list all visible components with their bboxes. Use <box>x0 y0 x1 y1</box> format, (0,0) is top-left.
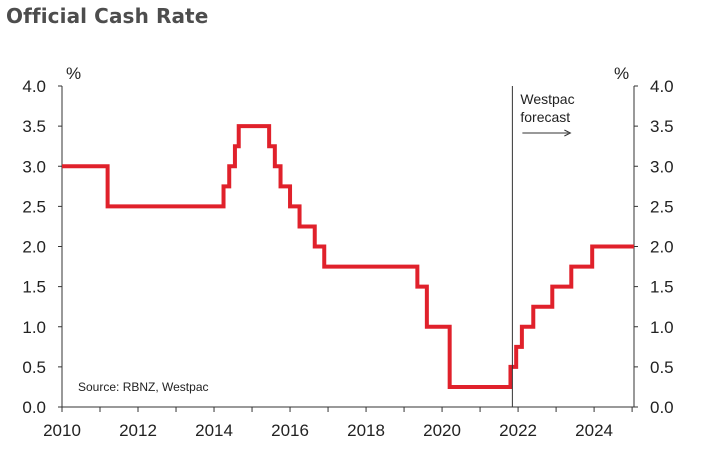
left-y-tick-label: 3.0 <box>22 157 46 176</box>
right-y-tick-label: 1.0 <box>650 318 674 337</box>
left-y-tick-label: 3.5 <box>22 117 46 136</box>
annotations: Westpac forecast Source: RBNZ, Westpac <box>78 86 575 407</box>
right-y-tick-label: 2.5 <box>650 197 674 216</box>
chart-title: Official Cash Rate <box>6 4 209 28</box>
left-y-tick-label: 1.5 <box>22 278 46 297</box>
source-note: Source: RBNZ, Westpac <box>78 380 209 394</box>
forecast-arrow-head <box>564 129 572 137</box>
x-tick-label: 2018 <box>347 421 385 440</box>
left-y-tick-label: 0.0 <box>22 398 46 417</box>
right-y-tick-label: 2.0 <box>650 238 674 257</box>
x-tick-label: 2012 <box>119 421 157 440</box>
left-y-tick-label: 0.5 <box>22 358 46 377</box>
left-unit-label: % <box>66 64 81 83</box>
right-y-tick-label: 1.5 <box>650 278 674 297</box>
x-tick-label: 2016 <box>271 421 309 440</box>
x-tick-label: 2020 <box>423 421 461 440</box>
forecast-label-line2: forecast <box>520 109 570 125</box>
right-y-tick-label: 0.0 <box>650 398 674 417</box>
right-y-tick-label: 3.0 <box>650 157 674 176</box>
series <box>62 124 634 389</box>
x-tick-label: 2022 <box>499 421 537 440</box>
left-y-tick-label: 2.0 <box>22 238 46 257</box>
x-tick-label: 2010 <box>43 421 81 440</box>
right-unit-label: % <box>614 64 629 83</box>
x-tick-label: 2014 <box>195 421 233 440</box>
left-y-tick-label: 1.0 <box>22 318 46 337</box>
left-y-tick-label: 4.0 <box>22 77 46 96</box>
ticks: 0.0 0.0 0.5 0.5 1.0 1.0 1.5 1.5 2.0 2.0 2.5 2.5 3.0 3… <box>22 64 673 440</box>
right-y-tick-label: 4.0 <box>650 77 674 96</box>
left-y-tick-label: 2.5 <box>22 197 46 216</box>
right-y-tick-label: 0.5 <box>650 358 674 377</box>
forecast-label-line1: Westpac <box>520 91 574 107</box>
axes <box>61 86 635 408</box>
x-tick-label: 2024 <box>575 421 613 440</box>
cash-rate-step-line <box>62 124 634 389</box>
right-y-tick-label: 3.5 <box>650 117 674 136</box>
